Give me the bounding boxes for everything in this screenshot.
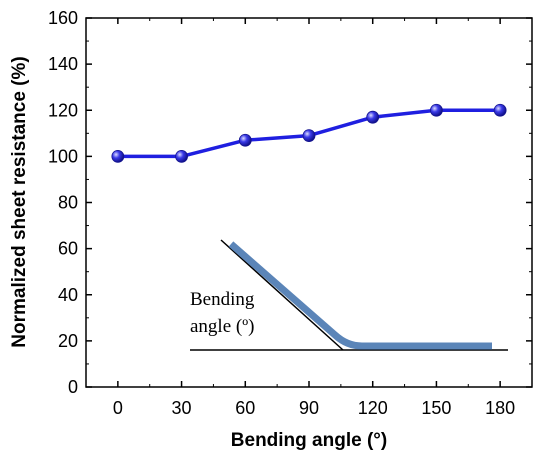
y-tick-label: 20: [58, 331, 78, 351]
data-point: [493, 103, 507, 117]
plot-frame: [85, 17, 533, 388]
y-tick-label: 160: [48, 8, 78, 28]
y-axis-title: Normalized sheet resistance (%): [9, 56, 30, 347]
y-tick-label: 80: [58, 193, 78, 213]
inset-angle-line: [220, 239, 344, 351]
y-tick-label: 40: [58, 285, 78, 305]
x-axis-title: Bending angle (°): [231, 430, 387, 451]
x-tick-label: 30: [172, 398, 192, 418]
x-tick-label: 180: [485, 398, 515, 418]
bending-inset: Bending angle (º): [190, 239, 508, 351]
data-point: [366, 110, 380, 124]
data-point: [238, 133, 252, 147]
inset-bent-strip: [228, 241, 492, 350]
series-markers: [111, 103, 507, 163]
data-point: [302, 129, 316, 143]
y-tick-label: 140: [48, 54, 78, 74]
data-point: [430, 103, 443, 117]
y-tick-label: 0: [68, 377, 78, 397]
x-tick-label: 60: [235, 398, 255, 418]
y-tick-label: 120: [48, 100, 78, 120]
y-tick-label: 60: [58, 239, 78, 259]
x-tick-label: 0: [113, 398, 123, 418]
inset-label-line2: angle (º): [190, 316, 254, 337]
y-axis-tick-labels: 0 20 40 60 80 100 120 140 160: [48, 8, 78, 397]
y-axis-ticks: [86, 17, 532, 388]
inset-label-line1: Bending: [190, 289, 255, 310]
data-point: [111, 149, 125, 163]
x-axis-tick-labels: 0 30 60 90 120 150 180: [113, 398, 515, 418]
x-tick-label: 120: [358, 398, 388, 418]
y-tick-label: 100: [48, 146, 78, 166]
x-tick-label: 90: [299, 398, 319, 418]
x-axis-ticks: [117, 18, 501, 387]
x-tick-label: 150: [421, 398, 451, 418]
data-point: [175, 149, 188, 163]
